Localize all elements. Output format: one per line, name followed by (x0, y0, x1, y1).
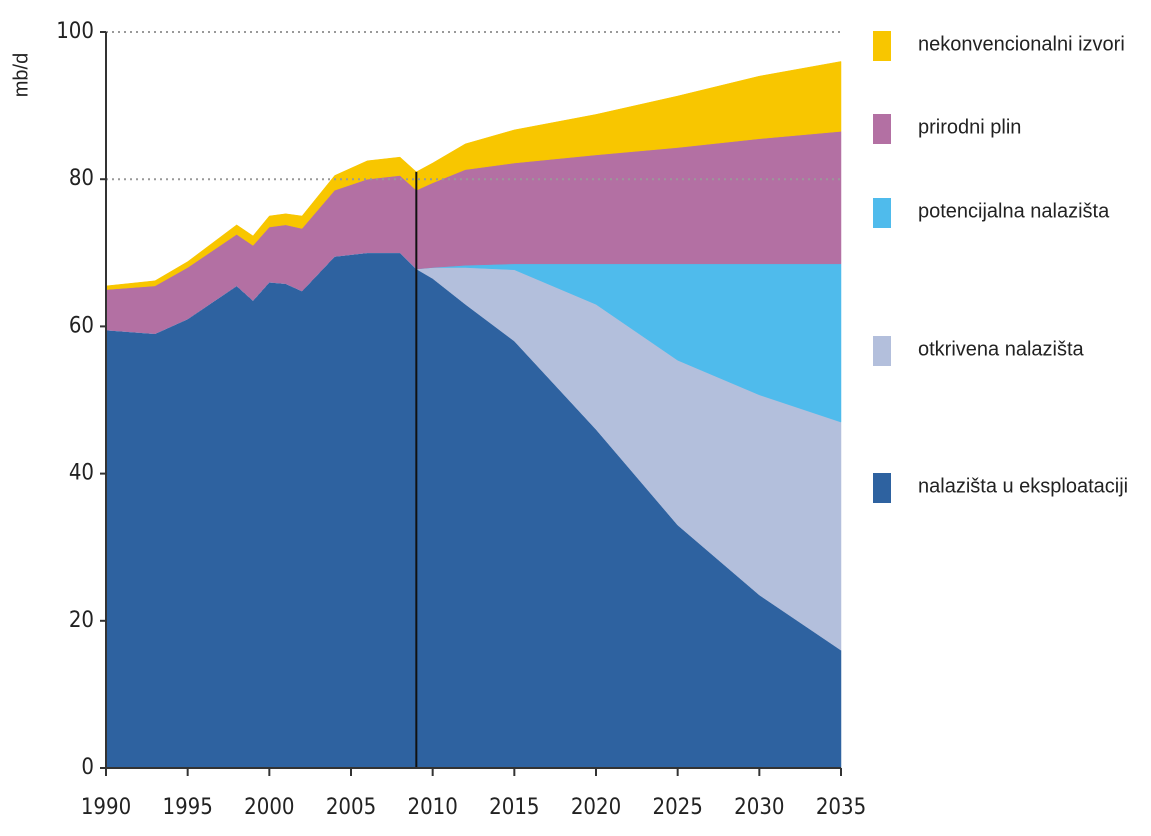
legend-label: otkrivena nalazišta (918, 338, 1085, 360)
x-tick-label: 2030 (734, 795, 784, 820)
x-tick-label: 2010 (407, 795, 457, 820)
y-tick-label: 80 (69, 166, 94, 191)
legend-swatch (873, 473, 891, 503)
y-tick-label: 0 (81, 755, 94, 780)
x-tick-label: 2020 (571, 795, 621, 820)
legend-label: prirodni plin (918, 116, 1021, 138)
x-tick-label: 2000 (244, 795, 294, 820)
y-axis-label: mb/d (10, 53, 32, 97)
legend-swatch (873, 31, 891, 61)
y-tick-label: 20 (69, 608, 94, 633)
legend-label: potencijalna nalazišta (918, 200, 1110, 222)
x-tick-label: 2025 (652, 795, 702, 820)
y-tick-label: 40 (69, 461, 94, 486)
legend-swatch (873, 198, 891, 228)
x-tick-label: 1995 (162, 795, 212, 820)
x-tick-label: 2005 (326, 795, 376, 820)
legend-swatch (873, 336, 891, 366)
legend-swatch (873, 114, 891, 144)
y-tick-label: 100 (56, 19, 94, 44)
x-tick-label: 2035 (816, 795, 866, 820)
area (105, 61, 842, 290)
x-tick-label: 1990 (81, 795, 131, 820)
y-tick-label: 60 (69, 313, 94, 338)
x-tick-label: 2015 (489, 795, 539, 820)
legend-label: nekonvencionalni izvori (918, 33, 1125, 55)
legend-label: nalazišta u eksploataciji (918, 475, 1128, 497)
